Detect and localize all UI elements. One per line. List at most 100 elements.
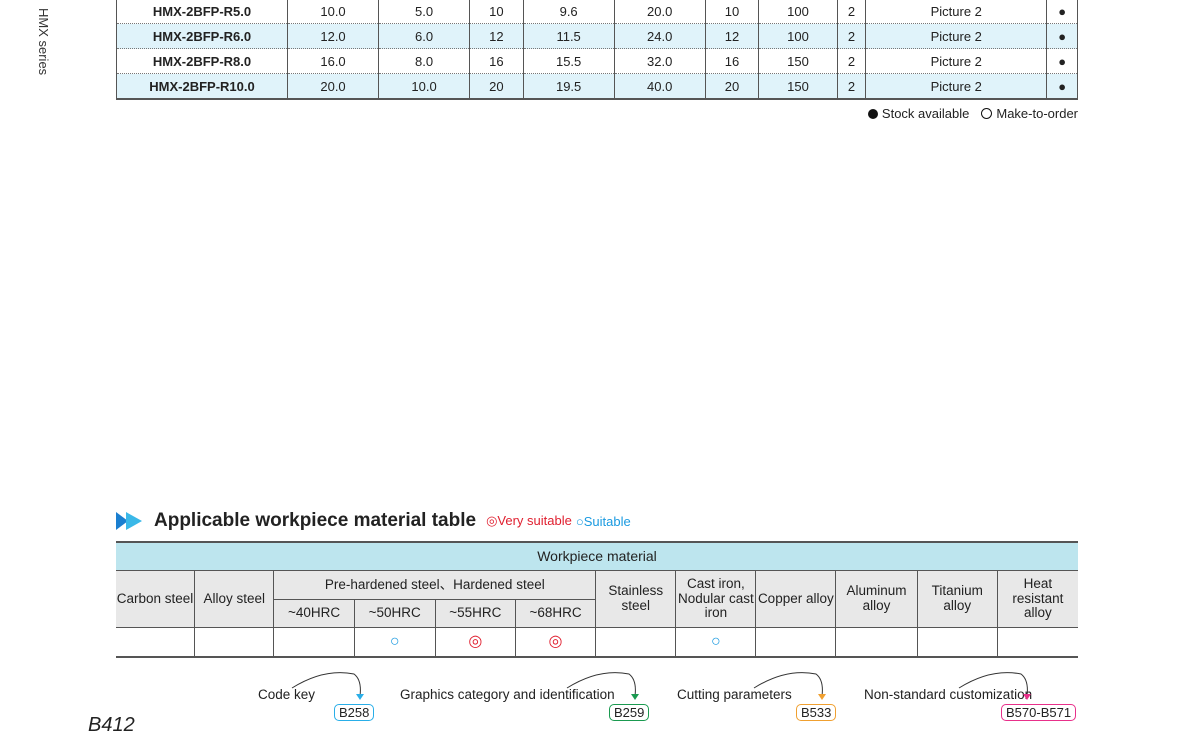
material-column-header: Carbon steel <box>116 570 195 628</box>
table-cell: 12 <box>469 23 524 49</box>
table-cell: 2 <box>836 23 866 49</box>
material-header: Workpiece material <box>116 541 1078 571</box>
material-column-header: Cast iron, Nodular cast iron <box>675 570 757 628</box>
table-cell: 2 <box>836 73 866 100</box>
table-cell: 24.0 <box>613 23 706 49</box>
table-cell: Picture 2 <box>865 48 1047 74</box>
page-reference-link[interactable]: B570-B571 <box>1001 704 1077 721</box>
open-dot-icon <box>981 108 993 119</box>
rating-cell <box>916 627 998 658</box>
table-cell: 16 <box>704 48 759 74</box>
rating-cell <box>835 627 918 658</box>
suitable-legend: ○Suitable <box>575 513 631 529</box>
curved-arrow-icon <box>753 672 826 700</box>
table-cell: Picture 2 <box>865 73 1047 100</box>
table-cell: 2 <box>836 0 866 24</box>
curved-arrow-icon <box>958 672 1031 700</box>
table-cell: 16.0 <box>286 48 379 74</box>
stock-status: ● <box>1046 0 1078 24</box>
material-column-header: Aluminum alloy <box>835 570 918 628</box>
rating-cell <box>996 627 1078 658</box>
table-cell: HMX-2BFP-R8.0 <box>116 48 288 74</box>
table-cell: 20 <box>704 73 759 100</box>
table-cell: 100 <box>758 23 838 49</box>
page-number: B412 <box>88 714 135 736</box>
rating-cell: ◎ <box>434 627 516 658</box>
table-cell: 19.5 <box>522 73 615 100</box>
page-reference-link[interactable]: B259 <box>609 704 650 721</box>
material-column-header: Alloy steel <box>193 570 275 628</box>
table-cell: 20.0 <box>286 73 379 100</box>
table-cell: 15.5 <box>522 48 615 74</box>
double-arrow-icon <box>116 512 142 530</box>
table-cell: 10.0 <box>378 73 470 100</box>
table-cell: 12.0 <box>286 23 379 49</box>
table-cell: 150 <box>758 73 838 100</box>
very-suitable-legend: ◎Very suitable <box>486 513 572 528</box>
hardness-subheader: ~40HRC <box>273 599 355 628</box>
rating-cell: ○ <box>675 627 757 658</box>
filled-dot-icon <box>867 109 878 119</box>
legend-stock: Stock available <box>881 106 970 121</box>
hardness-subheader: ~55HRC <box>434 599 516 628</box>
hardness-subheader: ~50HRC <box>353 599 436 628</box>
legend-order: Make-to-order <box>996 106 1078 121</box>
page-reference-link[interactable]: B258 <box>334 704 375 721</box>
table-cell: 6.0 <box>378 23 470 49</box>
table-cell: 100 <box>758 0 838 24</box>
table-row: HMX-2BFP-R10.0 20.0 10.0 20 19.5 40.0 20 150 2 Pi… <box>116 73 1078 100</box>
curved-arrow-icon <box>566 672 639 700</box>
table-row: HMX-2BFP-R5.0 10.0 5.0 10 9.6 20.0 10 100 2 Pictu… <box>116 0 1078 24</box>
curved-arrow-icon <box>291 672 364 700</box>
series-label: HMX series <box>36 8 51 76</box>
material-column-header: Copper alloy <box>755 570 837 628</box>
rating-cell <box>193 627 275 658</box>
table-cell: Picture 2 <box>865 23 1047 49</box>
table-cell: 40.0 <box>613 73 706 100</box>
table-cell: Picture 2 <box>865 0 1047 24</box>
hardness-subheader: ~68HRC <box>514 599 596 628</box>
table-cell: HMX-2BFP-R10.0 <box>116 73 288 100</box>
material-column-header: Titanium alloy <box>916 570 998 628</box>
stock-status: ● <box>1046 23 1078 49</box>
table-cell: HMX-2BFP-R5.0 <box>116 0 288 24</box>
spec-table: HMX-2BFP-R5.0 10.0 5.0 10 9.6 20.0 10 100 2 Pictu… <box>116 0 1078 100</box>
page-reference-link[interactable]: B533 <box>796 704 837 721</box>
material-column-header: Heat resistant alloy <box>996 570 1078 628</box>
table-cell: 16 <box>469 48 524 74</box>
rating-cell <box>755 627 837 658</box>
material-table: Workpiece material Carbon steel Alloy ste… <box>116 541 1078 658</box>
table-cell: 10 <box>704 0 759 24</box>
material-column-header: Pre-hardened steel、Hardened steel <box>273 570 597 600</box>
table-cell: 20 <box>469 73 524 100</box>
table-row: HMX-2BFP-R6.0 12.0 6.0 12 11.5 24.0 12 100 2 Pict… <box>116 23 1078 49</box>
table-cell: 12 <box>704 23 759 49</box>
reference-label: Cutting parameters <box>677 687 792 702</box>
table-cell: 10.0 <box>286 0 379 24</box>
stock-status: ● <box>1046 48 1078 74</box>
table-cell: 20.0 <box>613 0 706 24</box>
table-cell: 32.0 <box>613 48 706 74</box>
rating-cell: ◎ <box>514 627 597 658</box>
rating-cell <box>273 627 355 658</box>
table-cell: 2 <box>836 48 866 74</box>
table-cell: 5.0 <box>378 0 470 24</box>
stock-legend: Stock available Make-to-order <box>867 106 1078 121</box>
table-cell: 10 <box>469 0 524 24</box>
table-cell: 8.0 <box>378 48 470 74</box>
table-cell: 9.6 <box>522 0 615 24</box>
stock-status: ● <box>1046 73 1078 100</box>
reference-label: Code key <box>258 687 316 702</box>
rating-cell: ○ <box>353 627 436 658</box>
material-column-header: Stainless steel <box>595 570 677 628</box>
section-heading: Applicable workpiece material table ◎Ver… <box>116 510 631 532</box>
table-row: HMX-2BFP-R8.0 16.0 8.0 16 15.5 32.0 16 150 2 Pict… <box>116 48 1078 74</box>
table-cell: 11.5 <box>522 23 615 49</box>
section-title: Applicable workpiece material table <box>154 510 477 531</box>
reference-label: Non-standard customization <box>864 687 1033 702</box>
table-cell: HMX-2BFP-R6.0 <box>116 23 288 49</box>
rating-cell <box>595 627 677 658</box>
rating-cell <box>116 627 195 658</box>
table-cell: 150 <box>758 48 838 74</box>
reference-label: Graphics category and identification <box>400 687 615 702</box>
